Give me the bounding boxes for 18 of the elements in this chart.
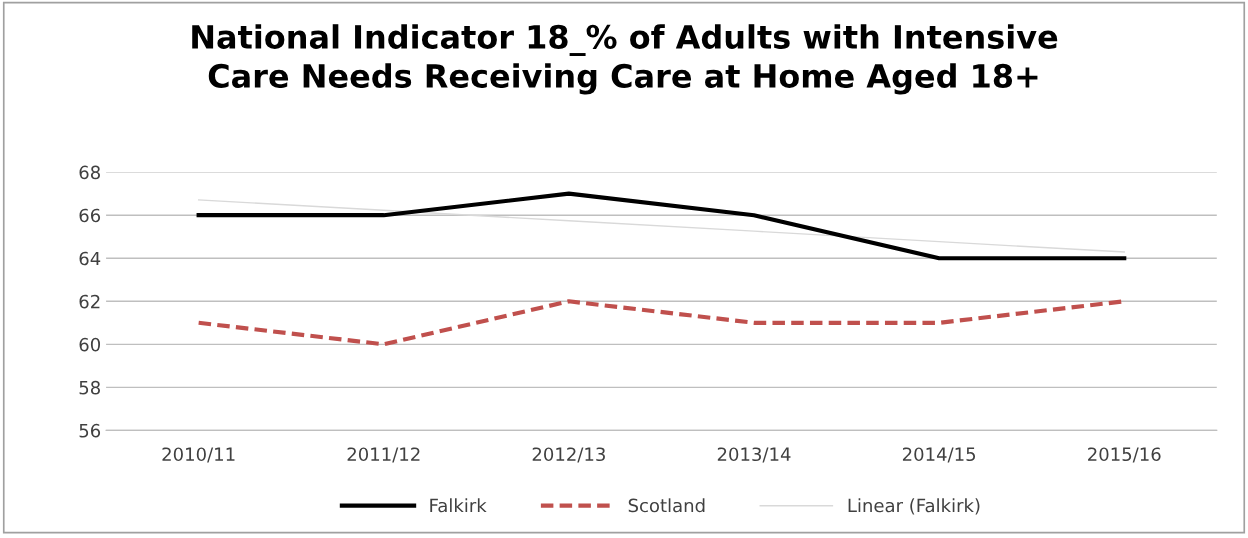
x-tick-label: 2012/13 — [532, 447, 605, 463]
line-series — [197, 199, 1125, 253]
y-tick-label: 64 — [79, 251, 101, 266]
x-tick-label: 2015/16 — [1088, 447, 1161, 463]
x-tick-label: 2011/12 — [347, 447, 420, 463]
x-tick-label: 2014/15 — [902, 447, 976, 463]
y-tick-label: 66 — [79, 208, 101, 223]
y-tick-label: 68 — [79, 165, 100, 180]
legend-label: Falkirk — [430, 498, 487, 513]
y-tick-label: 62 — [79, 294, 100, 309]
y-tick-label: 58 — [79, 380, 100, 395]
y-tick-label: 60 — [79, 337, 101, 352]
legend-label: Scotland — [628, 498, 705, 513]
y-tick-label: 56 — [79, 423, 101, 438]
legend-label: Linear (Falkirk) — [848, 498, 980, 515]
x-tick-label: 2013/14 — [717, 447, 791, 463]
chart-title: National Indicator 18_% of Adults with Intensive Care Needs Receiving Care at Home Aged 18+ — [192, 24, 1058, 95]
x-tick-label: 2010/11 — [162, 447, 235, 463]
